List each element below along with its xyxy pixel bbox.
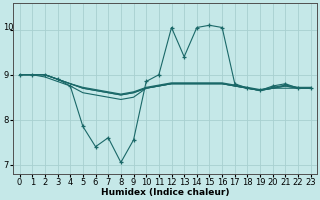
X-axis label: Humidex (Indice chaleur): Humidex (Indice chaleur) [101, 188, 229, 197]
Text: 10: 10 [3, 23, 13, 32]
